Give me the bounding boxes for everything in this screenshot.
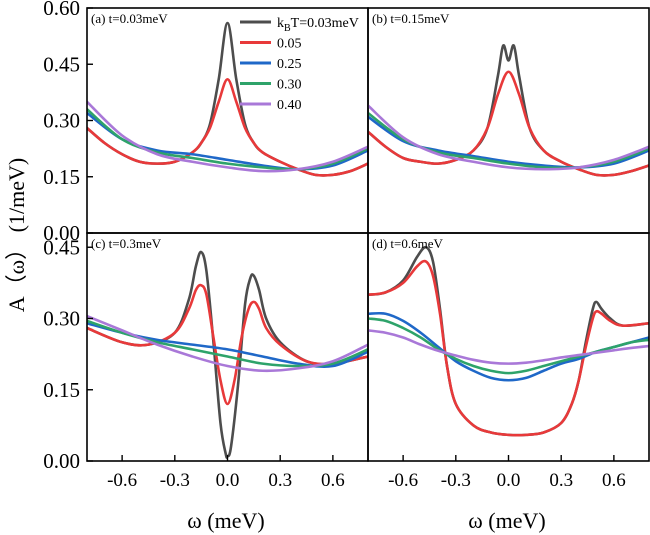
x-tick-label: 0.3 [549, 470, 573, 491]
legend-label: 0.30 [277, 78, 302, 93]
x-tick-label: 0.0 [216, 470, 240, 491]
x-tick-label: -0.3 [441, 470, 471, 491]
y-tick-label: 0.60 [43, 0, 80, 20]
y-tick-label: 0.00 [43, 221, 80, 245]
y-tick-label: 0.30 [43, 109, 80, 133]
panel-b: (b) t=0.15meV [367, 7, 650, 234]
legend-label: 0.40 [277, 98, 302, 113]
y-tick-label: 0.45 [43, 52, 80, 76]
series-line-0-30 [87, 107, 368, 171]
x-tick-label: 0.6 [321, 470, 345, 491]
series-line-0-05 [368, 70, 649, 177]
panel-a: 0.00 0.15 0.30 0.45 0.60 (a) t=0.03meV kBT=0.0… [43, 0, 369, 245]
legend-label: 0.25 [277, 57, 302, 72]
panel-frame [86, 232, 369, 462]
series-line-0-03 [87, 21, 368, 177]
series-line-0-40 [87, 100, 368, 173]
panel-frame [86, 7, 369, 234]
x-tick-label: 0.0 [497, 470, 521, 491]
x-axis-label-left: ω (meV) [187, 508, 264, 533]
series-line-0-40 [368, 104, 649, 171]
series-line-0-05 [368, 259, 649, 437]
series-line-0-25 [368, 311, 649, 382]
series-line-0-40 [368, 329, 649, 365]
series-group [368, 44, 649, 177]
panel-label: (a) t=0.03meV [91, 11, 168, 26]
series-group [87, 21, 368, 177]
panel-d: -0.6 -0.3 0.0 0.3 0.6 (d) t=0.6meV [367, 232, 650, 491]
y-tick-label: 0.15 [43, 165, 80, 189]
x-tick-label: -0.6 [107, 470, 137, 491]
x-tick-label: -0.3 [160, 470, 190, 491]
series-line-0-03 [368, 44, 649, 177]
y-tick-label: 0.15 [43, 378, 80, 402]
y-axis-label: A（ω） (1/meV) [4, 158, 29, 312]
panel-label: (c) t=0.3meV [91, 236, 162, 251]
y-tick-label: 0.30 [43, 307, 80, 331]
series-line-0-05 [87, 77, 368, 177]
series-group [368, 245, 649, 437]
series-line-0-30 [368, 317, 649, 375]
series-line-0-03 [87, 250, 368, 459]
x-tick-label: 0.6 [602, 470, 626, 491]
series-line-0-40 [87, 314, 368, 373]
panel-label: (d) t=0.6meV [372, 236, 443, 251]
y-tick-label: 0.00 [43, 449, 80, 473]
x-axis-label-right: ω (meV) [468, 508, 545, 533]
x-tick-label: 0.3 [268, 470, 292, 491]
x-tick-label: -0.6 [388, 470, 418, 491]
y-tick-label: 0.45 [43, 235, 80, 259]
panels: 0.00 0.15 0.30 0.45 0.60 (a) t=0.03meV kBT=0.0… [43, 0, 650, 491]
series-group [87, 250, 368, 459]
legend-label: kBT=0.03meV [277, 16, 359, 34]
series-line-0-05 [87, 283, 368, 406]
legend-label: 0.05 [277, 37, 302, 52]
panel-c: 0.00 0.15 0.30 0.45 -0.6 -0.3 0.0 0.3 0.6 (c) t=0… [43, 232, 369, 491]
panel-frame [367, 7, 650, 234]
panel-label: (b) t=0.15meV [372, 11, 450, 26]
legend: kBT=0.03meV 0.05 0.25 0.30 0.40 [240, 16, 359, 113]
